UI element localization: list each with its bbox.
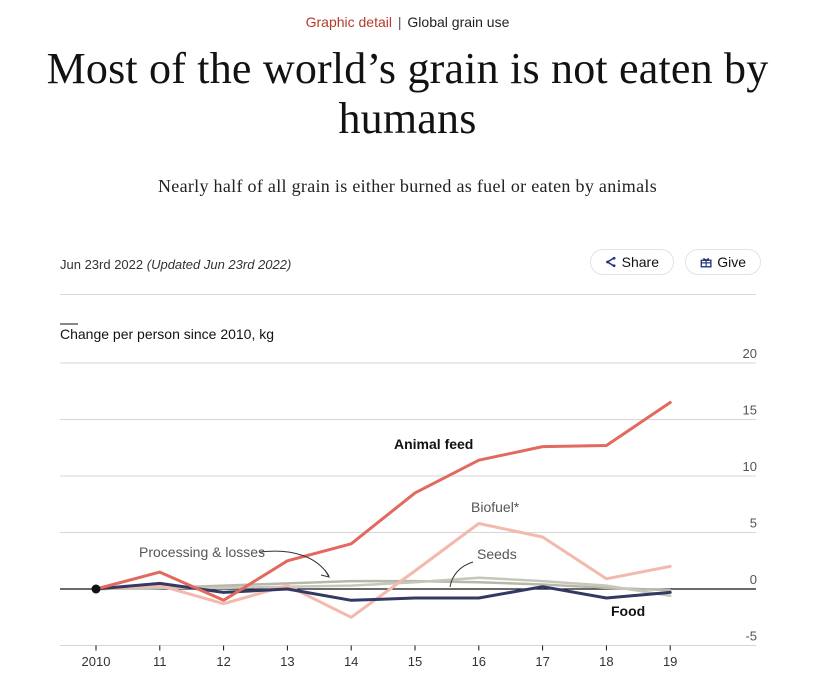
x-tick-label: 16: [472, 654, 486, 669]
leader-seeds: [449, 561, 474, 588]
publish-date: Jun 23rd 2022: [60, 257, 144, 272]
x-tick-label: 15: [408, 654, 422, 669]
x-tick-label: 19: [663, 654, 677, 669]
updated-date: (Updated Jun 23rd 2022): [146, 257, 292, 272]
y-axis-title: Change per person since 2010, kg: [60, 326, 274, 342]
gift-icon: [700, 258, 712, 268]
series-line-biofuel: [94, 522, 672, 619]
article-headline: Most of the world’s grain is not eaten b…: [46, 44, 769, 143]
x-tick-label: 18: [599, 654, 613, 669]
share-icon: [606, 256, 616, 268]
header-divider: [60, 294, 756, 295]
x-tick-label: 2010: [82, 654, 111, 669]
article-subheadline: Nearly half of all grain is either burne…: [157, 176, 658, 196]
topic-label: Global grain use: [407, 14, 510, 30]
kicker: Graphic detail | Global grain use: [0, 14, 815, 30]
label-food: Food: [611, 603, 645, 619]
y-tick-label: 10: [743, 459, 757, 474]
label-biofuel: Biofuel*: [471, 499, 520, 515]
give-label: Give: [717, 254, 746, 270]
label-seeds: Seeds: [477, 546, 517, 562]
x-tick-label: 13: [280, 654, 294, 669]
kicker-separator: |: [397, 14, 402, 30]
label-processing-losses: Processing & losses: [139, 544, 265, 560]
x-tick-label: 11: [153, 654, 167, 669]
share-button[interactable]: Share: [590, 249, 674, 275]
leader-arrowhead: [320, 569, 331, 578]
give-button[interactable]: Give: [685, 249, 761, 275]
x-tick-label: 12: [216, 654, 230, 669]
y-tick-label: 20: [743, 346, 757, 361]
share-label: Share: [621, 254, 659, 270]
x-tick-label: 14: [344, 654, 358, 669]
y-tick-label: -5: [745, 629, 757, 644]
origin-dot: [91, 584, 101, 594]
dateline: Jun 23rd 2022 (Updated Jun 23rd 2022): [60, 257, 291, 272]
line-chart: Change per person since 2010, kg 20 15 10 5…: [60, 323, 757, 669]
series-line-animal-feed: [94, 401, 672, 602]
y-tick-label: 15: [743, 403, 757, 418]
section-link[interactable]: Graphic detail: [305, 14, 392, 30]
y-tick-label: 5: [750, 516, 757, 531]
label-animal-feed: Animal feed: [394, 436, 473, 452]
y-tick-label: 0: [750, 572, 757, 587]
x-tick-label: 17: [535, 654, 549, 669]
series-line-food: [94, 581, 672, 602]
